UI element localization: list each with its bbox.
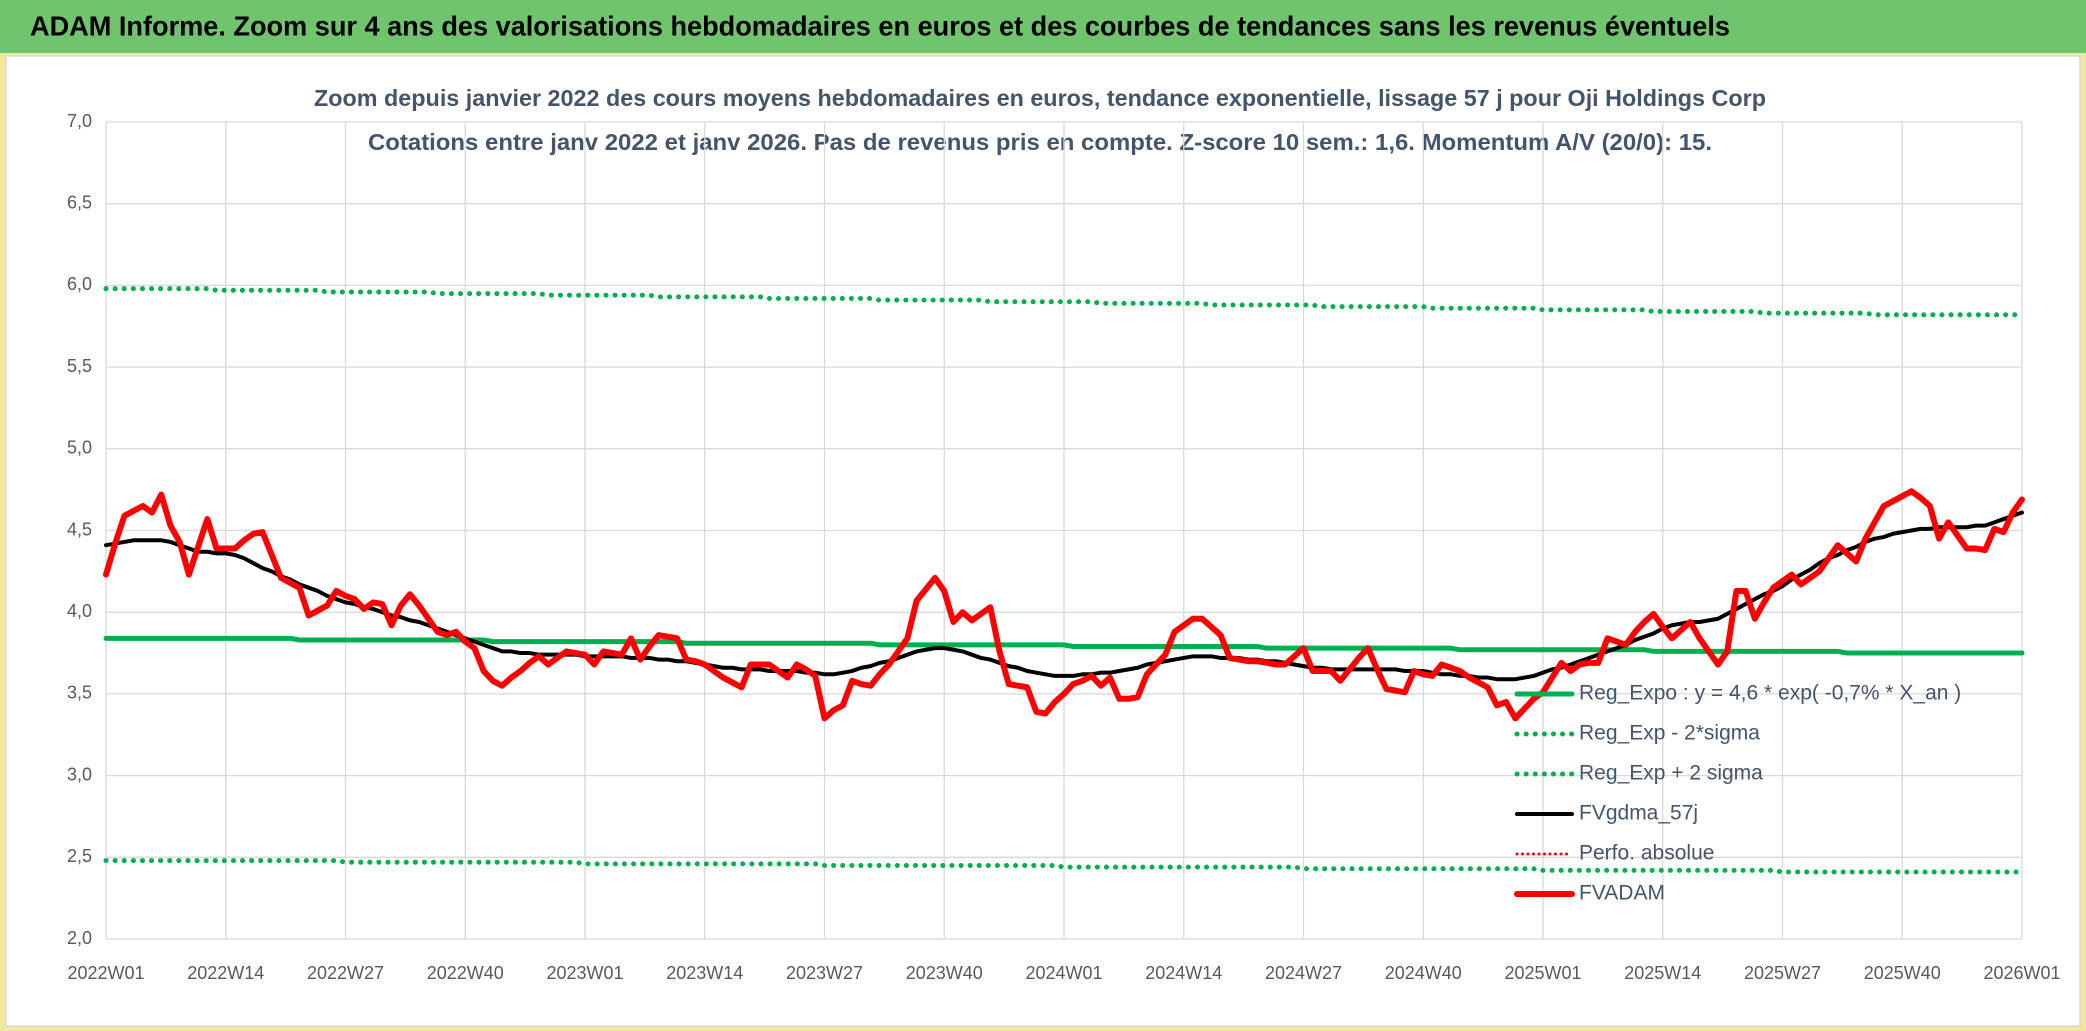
legend-label: FVgdma_57j	[1579, 802, 1698, 825]
x-tick-label: 2025W14	[1624, 963, 1701, 983]
chart-title: Zoom depuis janvier 2022 des cours moyen…	[314, 85, 1766, 111]
x-tick-label: 2023W14	[666, 963, 743, 983]
series-line	[104, 510, 2024, 682]
y-tick-label: 4,0	[67, 601, 92, 621]
chart-subtitle: Cotations entre janv 2022 et janv 2026. …	[368, 129, 1712, 155]
legend: Reg_Expo : y = 4,6 * exp( -0,7% * X_an )…	[1514, 682, 1961, 905]
x-tick-label: 2024W01	[1025, 963, 1102, 983]
x-tick-label: 2023W40	[906, 963, 983, 983]
series-line	[103, 286, 2025, 318]
x-tick-label: 2022W01	[67, 963, 144, 983]
y-tick-label: 2,0	[67, 928, 92, 948]
y-tick-label: 3,5	[67, 683, 92, 703]
legend-label: Reg_Exp + 2 sigma	[1579, 762, 1763, 785]
y-tick-label: 5,5	[67, 356, 92, 376]
x-tick-label: 2025W27	[1744, 963, 1821, 983]
x-tick-label: 2022W27	[307, 963, 384, 983]
x-tick-label: 2023W27	[786, 963, 863, 983]
x-tick-label: 2024W14	[1145, 963, 1222, 983]
y-tick-label: 7,0	[67, 111, 92, 131]
y-tick-label: 5,0	[67, 438, 92, 458]
x-tick-label: 2025W40	[1864, 963, 1941, 983]
x-tick-label: 2023W01	[546, 963, 623, 983]
y-tick-label: 4,5	[67, 519, 92, 539]
banner-title: ADAM Informe. Zoom sur 4 ans des valoris…	[30, 10, 1730, 41]
legend-label: Reg_Expo : y = 4,6 * exp( -0,7% * X_an )	[1579, 682, 1961, 705]
legend-label: Reg_Exp - 2*sigma	[1579, 722, 1760, 745]
chart-area	[5, 55, 2081, 1027]
legend-label: Perfo. absolue	[1579, 842, 1714, 865]
banner-background	[0, 0, 2086, 53]
x-tick-label: 2025W01	[1504, 963, 1581, 983]
y-tick-label: 2,5	[67, 846, 92, 866]
x-tick-label: 2022W14	[187, 963, 264, 983]
y-tick-label: 3,0	[67, 764, 92, 784]
y-tick-label: 6,0	[67, 274, 92, 294]
y-tick-label: 6,5	[67, 192, 92, 212]
series-line	[103, 635, 2025, 656]
legend-label: FVADAM	[1579, 882, 1665, 905]
x-tick-label: 2024W27	[1265, 963, 1342, 983]
x-tick-label: 2024W40	[1385, 963, 1462, 983]
series-line	[103, 488, 2025, 722]
x-tick-label: 2022W40	[427, 963, 504, 983]
series-line	[103, 858, 2025, 875]
x-tick-label: 2026W01	[1983, 963, 2060, 983]
